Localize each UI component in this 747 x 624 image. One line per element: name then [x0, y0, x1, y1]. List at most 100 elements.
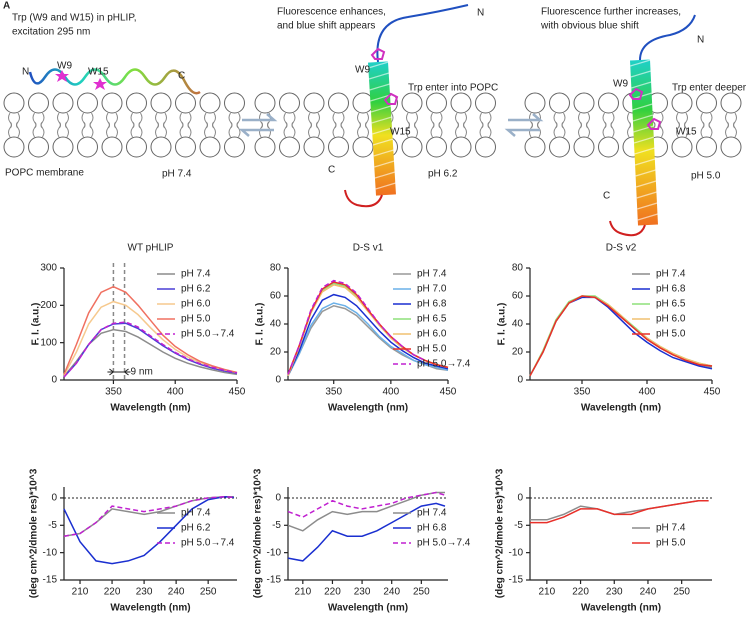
helix-turn: [635, 180, 657, 188]
legend-label: pH 5.0→7.4: [417, 538, 471, 549]
c-tail: [609, 220, 646, 237]
legend-label: pH 7.0: [417, 284, 447, 295]
lipid-tail: [316, 121, 320, 138]
lipid-tail: [163, 121, 167, 138]
lipid-tail: [455, 121, 459, 138]
schematic-label: W15: [390, 127, 411, 138]
helix-turn: [374, 171, 396, 179]
lipid-tail: [8, 121, 12, 138]
x-tick-label: 230: [606, 587, 623, 598]
lipid-head: [150, 92, 172, 114]
lipid-head: [671, 92, 693, 114]
x-axis-label: Wavelength (nm): [110, 403, 190, 414]
x-tick-label: 350: [105, 387, 122, 398]
lipid-head: [720, 136, 742, 158]
lipid-head: [426, 136, 447, 158]
trp-side: [370, 47, 386, 60]
lipid-head: [328, 92, 349, 114]
y-tick-label: 80: [270, 263, 282, 274]
lipid-head: [696, 136, 717, 158]
x-tick-label: 450: [440, 387, 457, 398]
lipid-head: [598, 136, 619, 158]
y-tick-label: 20: [512, 347, 524, 358]
x-tick-label: 250: [673, 587, 690, 598]
x-tick-label: 400: [167, 387, 184, 398]
y-tick-label: 0: [275, 493, 281, 504]
y-tick-label: -10: [267, 547, 282, 558]
x-tick-label: 220: [104, 587, 121, 598]
lipid-head: [450, 92, 472, 114]
y-tick-label: 60: [512, 291, 524, 302]
lipid-head: [126, 92, 147, 114]
y-tick-label: 40: [512, 319, 524, 330]
series-line: [63, 496, 234, 537]
x-tick-label: 240: [168, 587, 185, 598]
y-tick-label: 40: [270, 319, 282, 330]
helix-turn: [369, 83, 390, 91]
lipid-tail: [259, 121, 263, 138]
lipid-head: [450, 136, 472, 158]
lipid-tail: [57, 121, 61, 138]
legend-label: pH 7.4: [181, 269, 211, 280]
lipid-tail: [40, 121, 45, 138]
caption: Fluorescence enhances,: [277, 7, 386, 18]
lipid-tail: [602, 121, 607, 138]
schematic-label: N: [477, 8, 484, 19]
lipid-head: [101, 136, 123, 158]
lipid-tail: [708, 121, 713, 138]
helix-turn: [632, 103, 653, 111]
lipid-tail: [529, 121, 533, 138]
lipid-tail: [733, 121, 737, 138]
x-tick-label: 210: [539, 587, 556, 598]
lipid-tail: [204, 121, 208, 138]
lipid-tail: [414, 121, 418, 138]
lipid-head: [52, 136, 74, 158]
lipid-head: [28, 136, 49, 158]
lipid-head: [549, 136, 570, 158]
helix-turn: [370, 94, 391, 102]
y-tick-label: -10: [509, 547, 524, 558]
y-tick-label: 20: [270, 347, 282, 358]
legend-label: pH 5.0: [181, 314, 211, 325]
lipid-head: [199, 136, 221, 158]
legend-label: pH 7.4: [656, 523, 686, 534]
caption: excitation 295 nm: [12, 27, 90, 38]
y-tick-label: 100: [40, 337, 57, 348]
trp-star: [55, 70, 69, 82]
y-axis-label: (deg cm^2/dmole res)*10^3: [253, 468, 264, 598]
caption: with obvious blue shift: [540, 21, 639, 32]
lipid-tail: [138, 121, 143, 138]
lipid-tail: [228, 121, 233, 138]
lipid-tail: [114, 121, 118, 138]
lipid-head: [573, 92, 595, 114]
lipid-head: [352, 92, 374, 114]
lipid-tail: [725, 121, 729, 138]
series-line: [63, 285, 238, 375]
y-tick-label: -15: [267, 575, 282, 586]
helix-turn: [634, 158, 656, 166]
lipid-head: [28, 92, 49, 114]
legend-label: pH 7.4: [417, 269, 447, 280]
lipid-tail: [81, 121, 86, 138]
y-tick-label: 0: [51, 375, 57, 386]
legend-label: pH 6.8: [417, 523, 447, 534]
legend-label: pH 6.5: [417, 314, 447, 325]
lipid-tail: [212, 121, 216, 138]
chart-title: D-S v1: [353, 243, 384, 254]
lipid-tail: [89, 121, 94, 138]
lipid-head: [475, 92, 496, 114]
helix-turn: [632, 114, 654, 122]
equilibrium-arrow: [238, 113, 278, 137]
trp-side: [628, 87, 644, 100]
y-tick-label: 200: [40, 300, 57, 311]
x-tick-label: 230: [354, 587, 371, 598]
lipid-head: [671, 136, 693, 158]
series-line: [529, 295, 713, 377]
helix-turn: [637, 202, 658, 210]
lipid-tail: [659, 121, 664, 138]
x-tick-label: 350: [325, 387, 342, 398]
lipid-tail: [283, 121, 288, 138]
helix-turn: [371, 116, 392, 124]
x-tick-label: 400: [639, 387, 656, 398]
lipid-head: [77, 92, 98, 114]
